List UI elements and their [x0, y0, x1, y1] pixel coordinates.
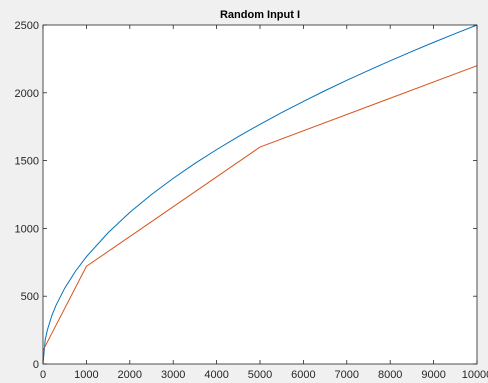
x-tick-label: 1000 — [74, 369, 98, 381]
series-line-2 — [42, 65, 478, 351]
tick-layer: 0 1000 2000 3000 4000 5000 6000 7000 8000 9000 100… — [15, 20, 488, 381]
x-tick-label: 0 — [40, 369, 46, 381]
x-tick-label: 4000 — [204, 369, 228, 381]
y-tick-label: 0 — [33, 359, 39, 371]
y-tick-label: 2000 — [15, 88, 39, 100]
y-tick-label: 2500 — [15, 20, 39, 32]
x-tick-label: 9000 — [421, 369, 445, 381]
x-tick-label: 8000 — [378, 369, 402, 381]
x-tick-label: 6000 — [291, 369, 315, 381]
plot-area — [43, 25, 477, 364]
x-tick-label: 3000 — [161, 369, 185, 381]
y-tick-label: 1500 — [15, 156, 39, 168]
series-layer — [42, 24, 478, 365]
series-line-1 — [42, 24, 478, 365]
chart-title: Random Input I — [220, 9, 300, 21]
x-tick-label: 7000 — [335, 369, 359, 381]
x-tick-label: 5000 — [248, 369, 272, 381]
y-tick-label: 500 — [21, 291, 39, 303]
y-tick-label: 1000 — [15, 223, 39, 235]
x-tick-label: 2000 — [118, 369, 142, 381]
